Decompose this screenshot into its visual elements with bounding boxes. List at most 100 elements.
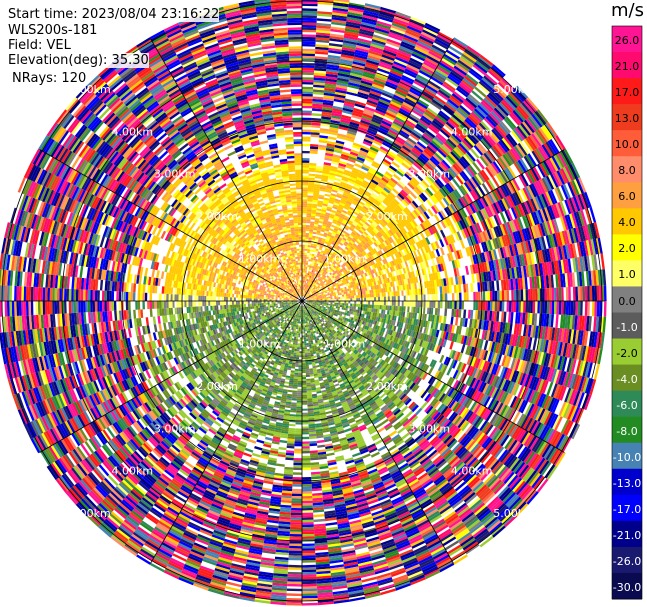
- velocity-cell: [596, 301, 600, 317]
- velocity-cell: [381, 92, 393, 99]
- velocity-cell: [342, 175, 350, 181]
- velocity-cell: [306, 207, 312, 210]
- velocity-cell: [383, 296, 386, 301]
- velocity-cell: [302, 93, 313, 97]
- velocity-cell: [339, 61, 353, 66]
- velocity-cell: [302, 110, 312, 114]
- velocity-cell: [303, 292, 304, 295]
- velocity-cell: [405, 295, 408, 301]
- velocity-cell: [369, 48, 383, 55]
- velocity-cell: [304, 286, 306, 289]
- velocity-cell: [304, 288, 306, 291]
- velocity-cell: [302, 43, 316, 47]
- velocity-cell: [341, 307, 344, 310]
- velocity-cell: [347, 9, 364, 15]
- velocity-cell: [337, 306, 340, 309]
- velocity-cell: [352, 295, 355, 299]
- velocity-cell: [337, 293, 340, 296]
- velocity-cell: [330, 304, 333, 306]
- velocity-cell: [333, 181, 341, 186]
- velocity-cell: [329, 196, 336, 201]
- velocity-cell: [308, 237, 312, 240]
- velocity-cell: [389, 291, 392, 297]
- velocity-cell: [302, 193, 308, 196]
- velocity-cell: [309, 229, 314, 232]
- velocity-cell: [312, 101, 323, 105]
- velocity-cell: [378, 301, 381, 306]
- velocity-cell: [357, 154, 366, 160]
- velocity-cell: [380, 58, 394, 66]
- velocity-cell: [308, 285, 310, 288]
- velocity-cell: [360, 24, 376, 30]
- velocity-cell: [358, 298, 361, 301]
- velocity-cell: [302, 160, 310, 163]
- velocity-cell: [554, 287, 557, 301]
- velocity-cell: [370, 88, 383, 95]
- velocity-cell: [313, 77, 326, 81]
- velocity-cell: [362, 301, 365, 305]
- velocity-cell: [308, 233, 313, 236]
- velocity-cell: [302, 207, 307, 210]
- velocity-cell: [532, 301, 536, 314]
- velocity-cell: [370, 43, 385, 50]
- velocity-cell: [306, 215, 311, 218]
- velocity-cell: [302, 86, 314, 90]
- velocity-cell: [321, 175, 329, 179]
- velocity-cell: [302, 268, 304, 271]
- velocity-cell: [407, 289, 410, 296]
- velocity-cell: [346, 162, 355, 168]
- velocity-cell: [313, 75, 326, 79]
- velocity-cell: [354, 301, 357, 304]
- velocity-cell: [367, 293, 371, 298]
- velocity-cell: [444, 308, 448, 317]
- velocity-cell: [313, 227, 318, 231]
- velocity-cell: [354, 54, 368, 60]
- velocity-cell: [307, 243, 312, 246]
- velocity-cell: [310, 146, 319, 150]
- velocity-cell: [362, 12, 379, 19]
- velocity-cell: [311, 239, 315, 243]
- velocity-cell: [302, 175, 309, 178]
- velocity-cell: [316, 244, 320, 248]
- velocity-cell: [395, 56, 409, 64]
- velocity-cell: [357, 126, 368, 132]
- velocity-cell: [303, 268, 306, 271]
- velocity-cell: [319, 128, 330, 132]
- velocity-cell: [308, 259, 311, 262]
- velocity-cell: [313, 273, 316, 276]
- velocity-cell: [384, 83, 397, 90]
- velocity-cell: [322, 169, 330, 173]
- velocity-cell: [334, 198, 341, 203]
- velocity-cell: [312, 235, 316, 239]
- velocity-cell: [336, 304, 339, 307]
- velocity-cell: [303, 278, 305, 281]
- velocity-cell: [328, 45, 343, 50]
- velocity-cell: [482, 291, 486, 301]
- velocity-cell: [305, 276, 308, 279]
- velocity-cell: [459, 301, 462, 310]
- velocity-cell: [302, 221, 307, 223]
- velocity-cell: [353, 56, 367, 62]
- velocity-cell: [334, 91, 347, 96]
- velocity-cell: [302, 143, 311, 147]
- velocity-cell: [350, 70, 363, 76]
- velocity-cell: [332, 105, 344, 110]
- velocity-cell: [302, 226, 306, 229]
- velocity-cell: [525, 301, 529, 313]
- velocity-cell: [379, 61, 393, 68]
- velocity-cell: [315, 34, 330, 39]
- velocity-cell: [305, 274, 308, 277]
- velocity-cell: [315, 250, 319, 254]
- velocity-cell: [440, 229, 446, 238]
- velocity-cell: [303, 262, 306, 265]
- velocity-cell: [308, 175, 316, 179]
- velocity-cell: [404, 32, 420, 41]
- velocity-cell: [332, 304, 335, 307]
- velocity-cell: [347, 180, 355, 185]
- velocity-cell: [340, 179, 348, 184]
- velocity-cell: [314, 221, 319, 225]
- velocity-cell: [306, 276, 309, 280]
- velocity-cell: [321, 111, 332, 116]
- velocity-cell: [302, 234, 306, 237]
- velocity-cell: [487, 301, 491, 311]
